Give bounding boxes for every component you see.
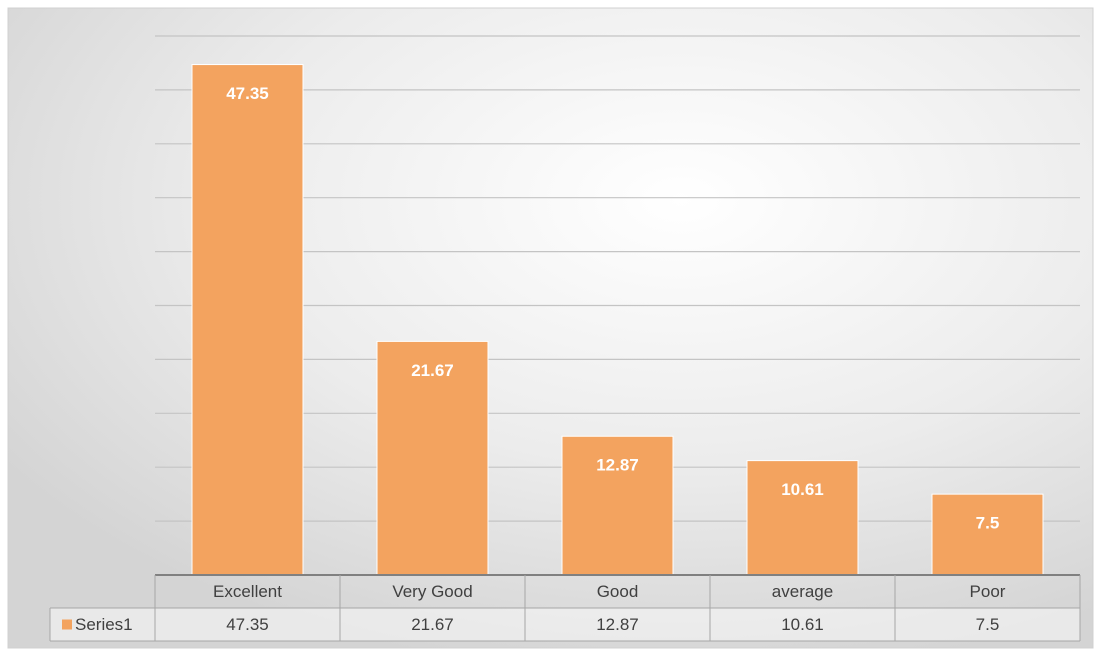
table-value: 47.35 — [226, 615, 269, 634]
data-label: 12.87 — [596, 456, 639, 475]
data-label: 7.5 — [976, 514, 1000, 533]
data-label: 47.35 — [226, 84, 269, 103]
x-tick-label: Poor — [970, 582, 1006, 601]
table-value: 7.5 — [976, 615, 1000, 634]
data-table-bg — [50, 608, 1080, 641]
table-value: 21.67 — [411, 615, 454, 634]
data-label: 21.67 — [411, 361, 454, 380]
bar — [561, 435, 674, 576]
table-value: 12.87 — [596, 615, 639, 634]
x-tick-label: Good — [597, 582, 639, 601]
x-tick-label: average — [772, 582, 833, 601]
data-label: 10.61 — [781, 480, 824, 499]
bar — [931, 493, 1044, 576]
bar — [376, 340, 489, 576]
legend-swatch — [62, 619, 72, 630]
table-value: 10.61 — [781, 615, 824, 634]
legend-label: Series1 — [75, 615, 133, 634]
chart-background — [7, 7, 1094, 649]
bar — [191, 64, 304, 576]
bar — [746, 460, 859, 576]
x-tick-label: Excellent — [213, 582, 282, 601]
x-tick-label: Very Good — [392, 582, 472, 601]
